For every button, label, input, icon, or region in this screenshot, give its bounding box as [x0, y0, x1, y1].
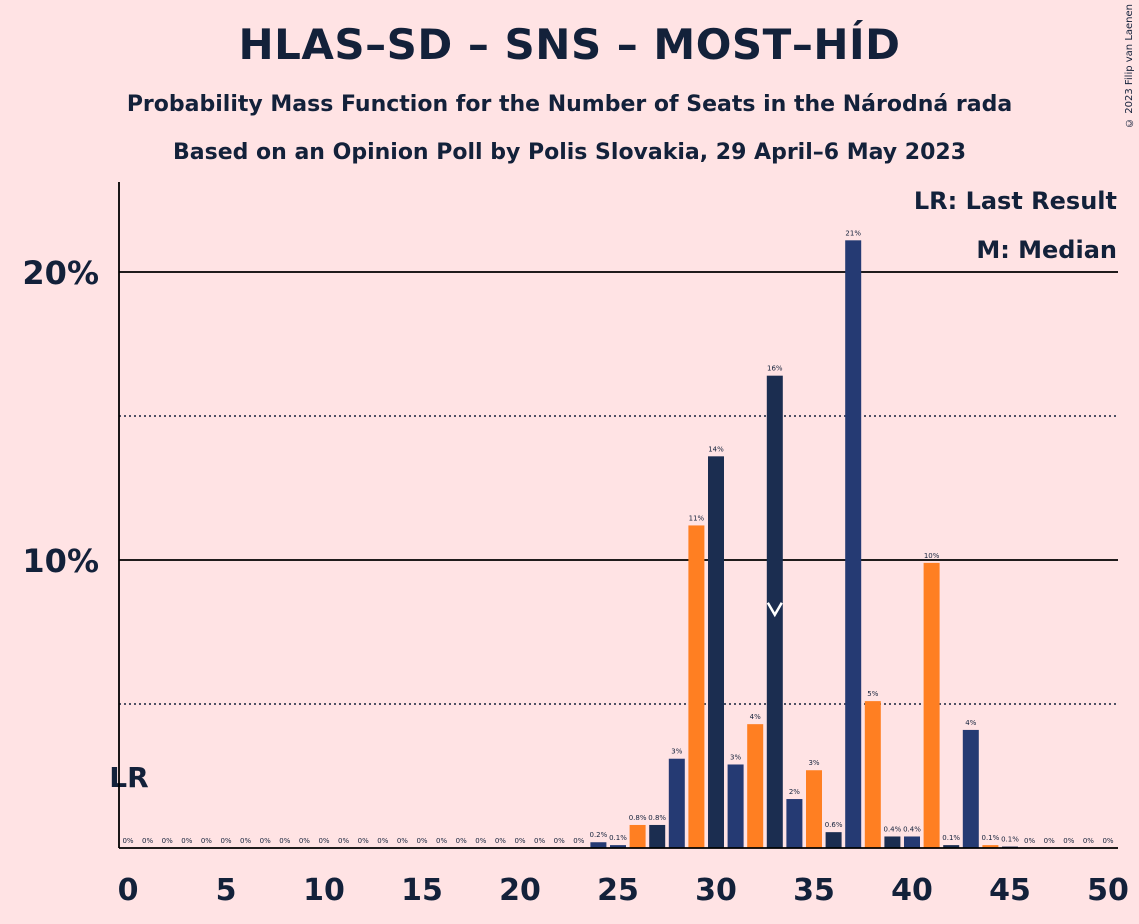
y-tick-label: 20%: [22, 254, 99, 292]
bar-value-label: 4%: [965, 719, 976, 727]
bar-value-label: 0%: [299, 837, 310, 845]
bar-value-label: 10%: [924, 552, 940, 560]
x-tick-label: 30: [695, 873, 737, 908]
bar: [806, 770, 822, 848]
x-tick-label: 0: [118, 873, 139, 908]
x-tick-label: 35: [793, 873, 835, 908]
bar: [904, 836, 920, 848]
bar: [884, 836, 900, 848]
x-tick-label: 40: [891, 873, 933, 908]
bar-value-label: 0.8%: [648, 814, 666, 822]
bar-value-label: 0%: [358, 837, 369, 845]
last-result-marker: LR: [109, 761, 148, 794]
bar: [845, 240, 861, 848]
bar-value-label: 0%: [338, 837, 349, 845]
bar-value-label: 0%: [377, 837, 388, 845]
legend: LR: Last Result M: Median: [914, 187, 1117, 264]
bar-value-label: 0%: [318, 837, 329, 845]
grid-lines: [119, 272, 1118, 704]
bar-value-label: 0%: [1083, 837, 1094, 845]
bar: [826, 832, 842, 848]
bar: [649, 825, 665, 848]
bar-value-label: 0%: [397, 837, 408, 845]
legend-entry: LR: Last Result: [914, 187, 1117, 215]
bar-value-label: 0.6%: [825, 821, 843, 829]
bar-value-label: 2%: [789, 788, 800, 796]
bar-value-label: 0%: [220, 837, 231, 845]
bar-value-label: 0.4%: [884, 825, 902, 833]
bar-value-label: 0%: [181, 837, 192, 845]
bar-value-label: 0.1%: [982, 834, 1000, 842]
bar-value-label: 3%: [808, 759, 819, 767]
x-tick-label: 25: [597, 873, 639, 908]
bar: [963, 730, 979, 848]
y-tick-label: 10%: [22, 542, 99, 580]
bar-value-label: 0%: [260, 837, 271, 845]
bar-value-label: 0%: [416, 837, 427, 845]
bar-value-label: 0%: [201, 837, 212, 845]
bar-value-label: 0%: [495, 837, 506, 845]
bars-group: [590, 240, 1018, 848]
bar-value-label: 3%: [730, 753, 741, 761]
bar: [924, 563, 940, 848]
bar-value-label: 0%: [554, 837, 565, 845]
bar-value-label: 0.8%: [629, 814, 647, 822]
bar-value-label: 5%: [867, 690, 878, 698]
bar-value-label: 0%: [534, 837, 545, 845]
bar-value-label: 0%: [162, 837, 173, 845]
bar-value-label: 0.1%: [1001, 836, 1019, 844]
bar: [747, 724, 763, 848]
bar-value-label: 0%: [1102, 837, 1113, 845]
x-tick-label: 50: [1087, 873, 1129, 908]
x-tick-label: 20: [499, 873, 541, 908]
bar-value-label: 0%: [475, 837, 486, 845]
legend-entry: M: Median: [976, 236, 1117, 264]
bar-value-label: 0%: [1063, 837, 1074, 845]
bar-value-label: 4%: [750, 713, 761, 721]
bar: [688, 525, 704, 848]
x-tick-label: 45: [989, 873, 1031, 908]
bar-value-label: 16%: [767, 365, 783, 373]
bar: [767, 376, 783, 848]
x-tick-label: 10: [303, 873, 345, 908]
bar: [786, 799, 802, 848]
bar-value-label: 3%: [671, 748, 682, 756]
bar-value-label: 0%: [436, 837, 447, 845]
bar-value-label: 0%: [456, 837, 467, 845]
bar-value-label: 11%: [689, 514, 705, 522]
bar-value-label: 14%: [708, 445, 724, 453]
bar-value-label: 0%: [240, 837, 251, 845]
bar-value-label: 0%: [573, 837, 584, 845]
bar: [708, 456, 724, 848]
bar-value-label: 0%: [142, 837, 153, 845]
x-tick-label: 5: [216, 873, 237, 908]
x-tick-label: 15: [401, 873, 443, 908]
bar-value-label: 0.1%: [609, 834, 627, 842]
bar-value-label: 0%: [1024, 837, 1035, 845]
bar-value-label: 0.1%: [942, 834, 960, 842]
bar: [630, 825, 646, 848]
bar: [865, 701, 881, 848]
bar-value-label: 0.2%: [590, 831, 608, 839]
bar-value-label: 0%: [1044, 837, 1055, 845]
bar-value-label: 0%: [279, 837, 290, 845]
bar: [728, 764, 744, 848]
bar-value-label: 0.4%: [903, 825, 921, 833]
bar-value-label: 21%: [845, 229, 861, 237]
bar: [669, 759, 685, 848]
bar-value-label: 0%: [122, 837, 133, 845]
bar-value-label: 0%: [514, 837, 525, 845]
